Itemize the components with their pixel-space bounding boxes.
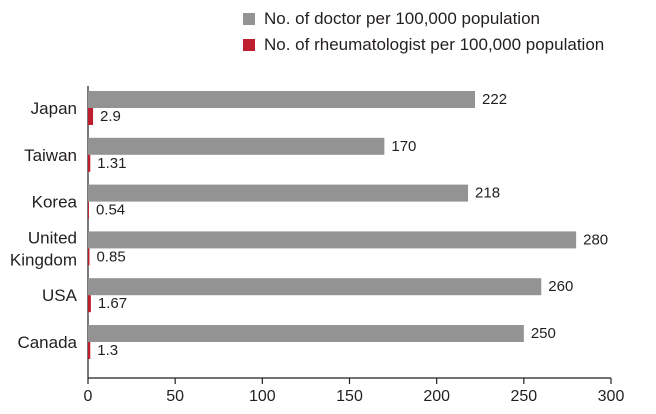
bar-doctor-japan <box>88 91 476 108</box>
x-tick-label-200: 200 <box>423 388 450 405</box>
x-tick-label-0: 0 <box>84 388 93 405</box>
value-label-doctor-canada: 250 <box>531 325 556 342</box>
category-label-united-kingdom-1: Kingdom <box>10 250 77 269</box>
category-label-korea: Korea <box>32 193 78 212</box>
x-tick-label-300: 300 <box>598 388 625 405</box>
value-label-doctor-usa: 260 <box>548 278 573 295</box>
legend-swatch-rheumatologist <box>243 39 255 51</box>
bar-doctor-united-kingdom <box>88 231 577 249</box>
legend-item-doctor: No. of doctor per 100,000 population <box>243 6 653 32</box>
x-tick-label-50: 50 <box>166 388 184 405</box>
value-label-doctor-korea: 218 <box>475 185 500 202</box>
value-label-doctor-united-kingdom: 280 <box>583 231 608 248</box>
bar-doctor-usa <box>88 278 542 296</box>
value-label-rheumatologist-taiwan: 1.31 <box>97 155 126 172</box>
value-label-rheumatologist-usa: 1.67 <box>98 295 127 312</box>
x-tick-label-250: 250 <box>510 388 537 405</box>
legend-label-rheumatologist: No. of rheumatologist per 100,000 popula… <box>264 35 605 54</box>
value-label-rheumatologist-korea: 0.54 <box>96 202 125 219</box>
value-label-doctor-taiwan: 170 <box>391 138 416 155</box>
category-label-japan: Japan <box>31 99 77 118</box>
bar-rheumatologist-taiwan <box>88 154 91 172</box>
x-tick-label-150: 150 <box>336 388 363 405</box>
bar-rheumatologist-japan <box>88 108 94 125</box>
bar-doctor-taiwan <box>88 137 385 155</box>
bar-rheumatologist-korea <box>88 201 89 219</box>
value-label-rheumatologist-united-kingdom: 0.85 <box>96 248 125 265</box>
bar-rheumatologist-united-kingdom <box>88 248 90 266</box>
category-label-united-kingdom-0: United <box>28 228 77 247</box>
legend-swatch-doctor <box>243 13 255 25</box>
bar-doctor-korea <box>88 184 469 202</box>
bar-doctor-canada <box>88 325 524 342</box>
legend-label-doctor: No. of doctor per 100,000 population <box>264 9 540 28</box>
value-label-rheumatologist-japan: 2.9 <box>100 108 121 125</box>
category-label-usa: USA <box>42 286 78 305</box>
bar-rheumatologist-usa <box>88 295 91 313</box>
bar-rheumatologist-canada <box>88 342 91 359</box>
category-label-taiwan: Taiwan <box>24 146 77 165</box>
category-label-canada: Canada <box>17 333 77 352</box>
x-tick-label-100: 100 <box>249 388 276 405</box>
value-label-doctor-japan: 222 <box>482 91 507 108</box>
legend-item-rheumatologist: No. of rheumatologist per 100,000 popula… <box>243 32 653 58</box>
chart-legend: No. of doctor per 100,000 population No.… <box>243 6 653 58</box>
value-label-rheumatologist-canada: 1.3 <box>97 342 118 359</box>
